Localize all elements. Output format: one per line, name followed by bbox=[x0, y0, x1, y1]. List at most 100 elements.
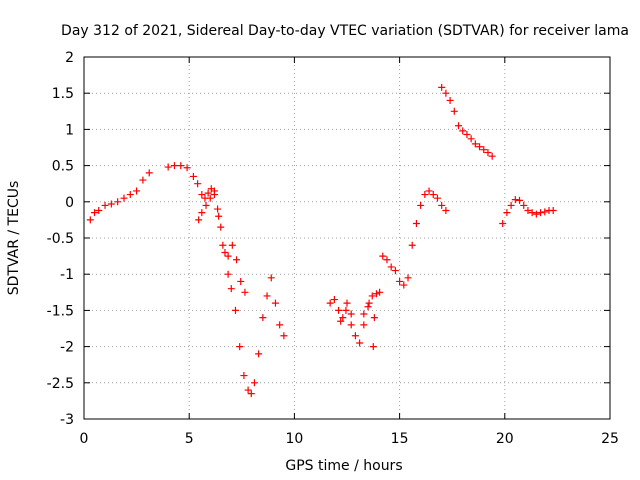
data-points bbox=[86, 83, 557, 398]
data-point bbox=[231, 306, 239, 314]
y-tick-labels: 2 1.5 1 0.5 0 -0.5 -1 -1.5 -2 -2.5 -3 bbox=[47, 50, 74, 428]
data-point bbox=[356, 339, 364, 347]
data-point bbox=[164, 163, 172, 171]
data-point bbox=[379, 252, 387, 260]
data-point bbox=[219, 241, 227, 249]
data-point bbox=[215, 212, 223, 220]
y-tick-label: -1 bbox=[60, 267, 74, 283]
y-tick-label: -3 bbox=[60, 412, 74, 428]
data-point bbox=[503, 209, 511, 217]
data-point bbox=[369, 343, 377, 351]
data-point bbox=[347, 321, 355, 329]
series-0 bbox=[86, 162, 288, 398]
data-point bbox=[347, 310, 355, 318]
y-tick-label: 1.5 bbox=[52, 86, 74, 102]
data-point bbox=[236, 343, 244, 351]
x-tick-label: 15 bbox=[391, 431, 409, 447]
y-tick-label: 1 bbox=[65, 122, 74, 138]
data-point bbox=[224, 270, 232, 278]
data-point bbox=[480, 146, 488, 154]
data-point bbox=[438, 201, 446, 209]
data-point bbox=[280, 332, 288, 340]
data-point bbox=[198, 191, 206, 199]
data-point bbox=[438, 83, 446, 91]
data-point bbox=[326, 299, 334, 307]
data-point bbox=[408, 241, 416, 249]
data-point bbox=[259, 314, 267, 322]
data-point bbox=[227, 285, 235, 293]
data-point bbox=[396, 277, 404, 285]
data-point bbox=[210, 187, 218, 195]
data-point bbox=[240, 372, 248, 380]
data-point bbox=[532, 210, 540, 218]
data-point bbox=[204, 189, 212, 197]
data-point bbox=[433, 194, 441, 202]
data-point bbox=[202, 201, 210, 209]
data-point bbox=[86, 216, 94, 224]
data-point bbox=[139, 176, 147, 184]
data-point bbox=[459, 127, 467, 135]
data-point bbox=[206, 194, 214, 202]
y-tick-label: 0 bbox=[65, 195, 74, 211]
data-point bbox=[446, 96, 454, 104]
data-point bbox=[237, 277, 245, 285]
data-point bbox=[364, 303, 372, 311]
data-point bbox=[183, 164, 191, 172]
data-point bbox=[365, 299, 373, 307]
y-tick-label: -2.5 bbox=[47, 376, 74, 392]
data-point bbox=[198, 209, 206, 217]
x-tick-label: 10 bbox=[285, 431, 303, 447]
x-axis-label: GPS time / hours bbox=[285, 458, 402, 474]
data-point bbox=[255, 350, 263, 358]
x-tick-label: 0 bbox=[80, 431, 89, 447]
x-tick-label: 25 bbox=[601, 431, 619, 447]
data-point bbox=[351, 332, 359, 340]
data-point bbox=[177, 162, 185, 170]
data-point bbox=[217, 223, 225, 231]
data-point bbox=[425, 187, 433, 195]
data-point bbox=[528, 209, 536, 217]
data-point bbox=[126, 191, 134, 199]
data-point bbox=[221, 248, 229, 256]
data-point bbox=[537, 209, 545, 217]
data-point bbox=[488, 152, 496, 160]
series-4 bbox=[379, 187, 450, 289]
data-point bbox=[391, 267, 399, 275]
y-tick-label: 0.5 bbox=[52, 159, 74, 175]
data-point bbox=[450, 107, 458, 115]
data-point bbox=[429, 191, 437, 199]
data-point bbox=[442, 206, 450, 214]
plot-frame bbox=[83, 56, 611, 420]
data-point bbox=[335, 306, 343, 314]
data-point bbox=[195, 216, 203, 224]
data-point bbox=[214, 205, 222, 213]
y-tick-label: -2 bbox=[60, 340, 74, 356]
data-point bbox=[370, 314, 378, 322]
data-point bbox=[339, 314, 347, 322]
data-point bbox=[189, 172, 197, 180]
data-point bbox=[404, 274, 412, 282]
y-tick-label: -1.5 bbox=[47, 303, 74, 319]
data-point bbox=[250, 379, 258, 387]
data-point bbox=[467, 135, 475, 143]
data-point bbox=[247, 390, 255, 398]
data-point bbox=[228, 241, 236, 249]
data-point bbox=[194, 180, 202, 188]
y-tick-label: 2 bbox=[65, 50, 74, 66]
data-point bbox=[524, 206, 532, 214]
data-point bbox=[471, 140, 479, 148]
data-point bbox=[484, 149, 492, 157]
data-point bbox=[383, 256, 391, 264]
data-point bbox=[107, 200, 115, 208]
series-2 bbox=[326, 288, 384, 347]
data-point bbox=[463, 130, 471, 138]
grid-lines bbox=[84, 57, 610, 419]
data-point bbox=[499, 220, 507, 228]
data-point bbox=[91, 209, 99, 217]
y-tick-label: -0.5 bbox=[47, 231, 74, 247]
series-5 bbox=[438, 83, 496, 160]
data-point bbox=[476, 143, 484, 151]
data-point bbox=[133, 187, 141, 195]
data-point bbox=[271, 299, 279, 307]
data-point bbox=[120, 194, 128, 202]
